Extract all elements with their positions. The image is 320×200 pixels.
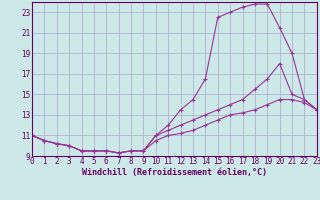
X-axis label: Windchill (Refroidissement éolien,°C): Windchill (Refroidissement éolien,°C) [82, 168, 267, 177]
